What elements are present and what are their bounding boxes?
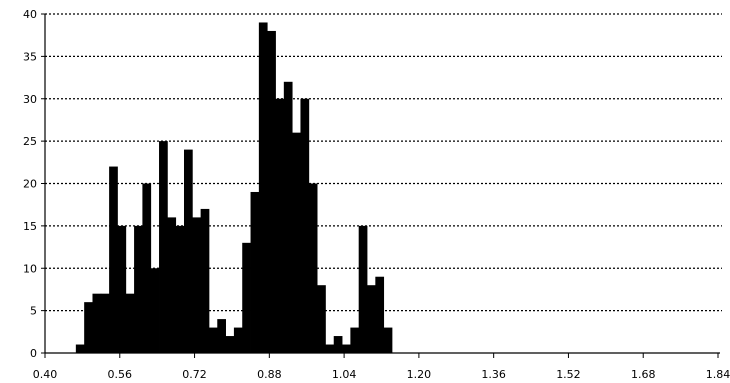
x-tick-labels: 0.40 0.56 0.72 0.88 1.04 1.20 1.36 1.52 1.68 1.84 [33, 353, 730, 381]
y-tick-label: 10 [23, 262, 37, 275]
histogram-bar [167, 217, 177, 353]
histogram-bar [92, 293, 102, 353]
histogram-bar [75, 344, 85, 353]
histogram-bar [333, 336, 343, 353]
histogram-bar [150, 268, 160, 353]
histogram-bar [250, 191, 260, 353]
x-tick-label: 1.52 [556, 368, 581, 381]
x-tick-label: 1.36 [481, 368, 506, 381]
histogram-bar [134, 225, 143, 353]
histogram-bar [159, 141, 168, 353]
bars [75, 22, 393, 354]
histogram-bar [267, 30, 276, 353]
x-tick-label: 1.04 [332, 368, 357, 381]
x-tick-label: 0.56 [108, 368, 133, 381]
y-tick-label: 15 [23, 220, 37, 233]
histogram-bar [242, 242, 251, 353]
x-tick-label: 1.20 [407, 368, 432, 381]
histogram-bar [367, 285, 376, 353]
histogram-bar [308, 183, 318, 353]
histogram-bar [117, 225, 127, 353]
y-tick-label: 35 [23, 50, 37, 63]
histogram-bar [208, 327, 218, 353]
y-tick-label: 30 [23, 93, 37, 106]
histogram-bar [383, 327, 393, 353]
histogram-bar [300, 98, 310, 353]
histogram-bar [183, 149, 193, 353]
histogram-bar [375, 276, 385, 353]
y-tick-label: 0 [30, 347, 37, 360]
x-tick-label: 1.84 [706, 368, 730, 381]
histogram-bar [342, 344, 351, 353]
histogram-bar [350, 327, 360, 353]
y-tick-labels: 0 5 10 15 20 25 30 35 40 [23, 8, 45, 360]
x-tick-label: 0.88 [257, 368, 282, 381]
y-tick-label: 40 [23, 8, 37, 21]
x-tick-label: 1.68 [631, 368, 656, 381]
histogram-bar [217, 319, 226, 353]
histogram-bar [142, 183, 152, 353]
histogram-bar [192, 217, 202, 353]
histogram-bar [200, 208, 210, 353]
histogram-bar [225, 336, 235, 353]
histogram-bar [84, 302, 93, 353]
histogram-bar [358, 225, 368, 353]
y-tick-label: 5 [30, 305, 37, 318]
histogram-bar [100, 293, 110, 353]
histogram-bar [275, 98, 285, 353]
histogram-bar [292, 132, 301, 353]
y-tick-label: 25 [23, 135, 37, 148]
histogram-bar [317, 285, 326, 353]
histogram-bar [233, 327, 243, 353]
histogram-bar [175, 225, 185, 353]
x-tick-label: 0.72 [182, 368, 207, 381]
histogram-bar [125, 293, 135, 353]
y-tick-label: 20 [23, 178, 37, 191]
histogram-bar [325, 344, 335, 353]
histogram-bar [109, 166, 118, 353]
histogram-bar [283, 81, 293, 354]
x-tick-label: 0.40 [33, 368, 58, 381]
histogram-bar [258, 22, 268, 353]
